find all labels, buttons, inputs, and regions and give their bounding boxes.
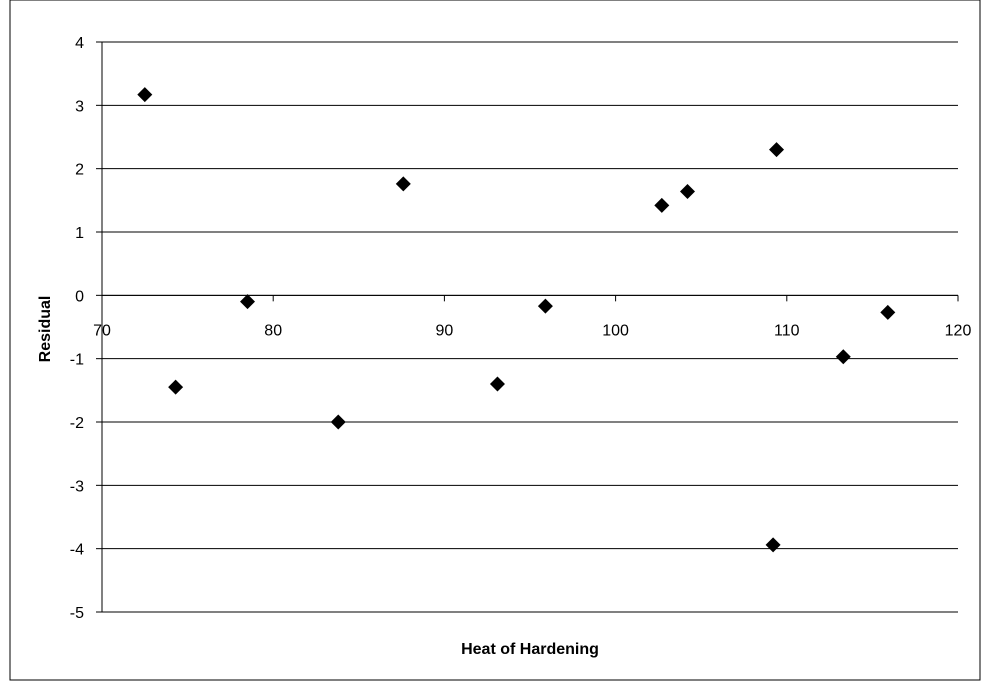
x-tick-label: 120 [945,322,972,339]
data-point-diamond [680,183,696,199]
data-point-diamond [240,294,256,310]
data-point-diamond [489,376,505,392]
x-tick-label: 70 [93,322,111,339]
y-tick-label: 0 [75,288,84,305]
x-tick-label: 80 [264,322,282,339]
y-tick-label: -3 [70,478,84,495]
x-tick-label: 110 [774,322,800,339]
data-point-diamond [168,379,184,395]
y-tick-label: 4 [75,35,84,52]
data-point-diamond [880,304,896,320]
data-point-diamond [330,414,346,430]
y-tick-label: 1 [75,225,84,242]
y-tick-label: -5 [70,605,84,622]
data-point-diamond [137,87,153,103]
x-tick-label: 100 [602,322,629,339]
y-tick-label: -4 [70,542,84,559]
data-point-diamond [654,197,670,213]
y-axis-title: Residual [37,296,54,363]
data-point-diamond [395,176,411,192]
axes [96,41,959,613]
y-tick-label: 2 [75,162,84,179]
y-tick-labels: -5 -4 -3 -2 -1 0 1 2 3 4 [70,35,84,622]
y-tick-label: 3 [75,98,84,115]
x-tick-label: 90 [436,322,454,339]
y-tick-label: -1 [70,352,84,369]
data-point-diamond [537,298,553,314]
data-point-diamond [765,537,781,553]
y-tick-label: -2 [70,415,84,432]
data-point-diamond [769,142,785,158]
data-points [137,87,896,553]
chart-border [9,0,981,681]
data-point-diamond [835,349,851,365]
x-tick-labels: 70 80 90 100 110 120 [93,322,971,339]
x-axis-title: Heat of Hardening [461,641,599,658]
